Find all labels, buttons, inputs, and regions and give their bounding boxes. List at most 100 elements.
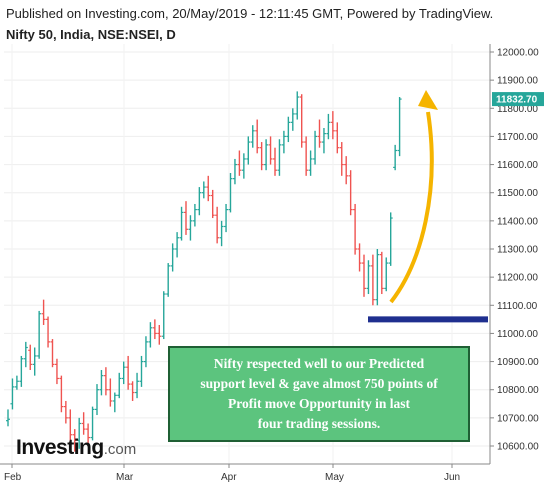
ohlc-bar xyxy=(215,206,220,244)
ohlc-bar xyxy=(201,181,206,199)
x-tick-label: Apr xyxy=(221,472,237,483)
ohlc-bar xyxy=(14,375,19,390)
ohlc-bar xyxy=(81,412,86,435)
ohlc-bar xyxy=(135,372,140,399)
ohlc-bar xyxy=(232,158,237,185)
ohlc-bar xyxy=(184,201,188,235)
ohlc-bar xyxy=(126,355,131,390)
ohlc-bar xyxy=(273,147,277,176)
ohlc-bar xyxy=(277,139,282,176)
chart-annotations: 11832.70 xyxy=(368,90,544,323)
ohlc-bar xyxy=(348,170,353,216)
chart-gridlines xyxy=(4,44,490,464)
ohlc-bar xyxy=(259,142,264,171)
ohlc-bar xyxy=(148,322,153,348)
ohlc-bar xyxy=(362,254,366,297)
ohlc-bar xyxy=(139,355,144,387)
y-tick-label: 11000.00 xyxy=(497,329,538,340)
last-price-tag xyxy=(492,92,544,107)
ohlc-bar xyxy=(117,372,122,399)
ohlc-bar xyxy=(304,136,309,176)
y-tick-label: 11400.00 xyxy=(497,216,538,227)
ohlc-bar xyxy=(95,384,99,416)
ohlc-bar xyxy=(46,316,51,348)
ohlc-bar xyxy=(6,409,10,427)
ohlc-bar xyxy=(255,119,260,154)
y-tick-label: 10900.00 xyxy=(497,357,539,368)
ohlc-bar xyxy=(175,232,180,258)
ohlc-bar xyxy=(170,243,175,272)
x-tick-label: Jun xyxy=(444,472,460,483)
ohlc-bar xyxy=(388,212,393,266)
annotation-line: Nifty respected well to our Predicted xyxy=(213,356,425,371)
y-tick-label: 10800.00 xyxy=(497,385,539,396)
ohlc-bar xyxy=(188,215,193,241)
ohlc-bar xyxy=(23,341,28,368)
annotation-line: Profit move Opportunity in last xyxy=(228,396,410,411)
ohlc-bar xyxy=(397,97,402,157)
y-tick-label: 11600.00 xyxy=(497,160,538,171)
y-tick-label: 11800.00 xyxy=(497,104,538,115)
ohlc-bar xyxy=(384,257,389,292)
ohlc-bar xyxy=(357,243,362,272)
ohlc-bar xyxy=(330,111,335,140)
ohlc-bar xyxy=(308,150,313,176)
y-tick-labels: 12000.00 11900.00 11800.00 11700.00 11600.00… xyxy=(490,48,539,453)
ohlc-bar xyxy=(99,370,104,396)
ohlc-bar xyxy=(321,127,326,154)
instrument-title: Nifty 50, India, NSE:NSEI, D xyxy=(6,27,176,42)
ohlc-bar xyxy=(166,263,171,297)
ohlc-bar xyxy=(54,358,59,385)
logo-suffix-text: .com xyxy=(103,441,137,458)
annotation-line: support level & gave almost 750 points o… xyxy=(200,376,438,391)
investing-logo: Investing.com xyxy=(16,436,136,460)
ohlc-bar xyxy=(353,203,358,255)
ohlc-bar xyxy=(41,299,46,325)
last-price-label: 11832.70 xyxy=(496,95,538,106)
ohlc-bar xyxy=(157,324,162,345)
ohlc-bar xyxy=(290,108,295,131)
ohlc-bar xyxy=(143,336,148,368)
logo-main-text: Investing xyxy=(16,436,104,459)
chart-axes xyxy=(0,44,491,465)
ohlc-bar xyxy=(264,139,269,171)
ohlc-bar xyxy=(246,136,251,165)
ohlc-bar xyxy=(313,130,318,165)
ohlc-bar xyxy=(152,319,157,340)
upward-arrow-shaft xyxy=(389,111,434,304)
ohlc-bar xyxy=(28,344,33,371)
ohlc-bar xyxy=(32,347,37,376)
ohlc-bar xyxy=(317,119,322,148)
y-tick-label: 11300.00 xyxy=(497,245,538,256)
ohlc-bar xyxy=(268,136,273,165)
ohlc-bar xyxy=(63,400,68,424)
y-tick-label: 12000.00 xyxy=(497,48,539,59)
ohlc-bar xyxy=(103,367,108,396)
ohlc-bar xyxy=(210,189,215,219)
ohlc-bar xyxy=(59,375,64,413)
ohlc-bar xyxy=(10,378,15,410)
ohlc-bar xyxy=(77,417,82,449)
x-tick-label: Mar xyxy=(116,472,134,483)
ohlc-bar xyxy=(192,203,197,227)
ohlc-bar xyxy=(224,203,229,233)
ohlc-bar xyxy=(326,113,331,140)
y-tick-label: 10700.00 xyxy=(497,413,539,424)
ohlc-bar xyxy=(241,153,246,179)
annotation-line: four trading sessions. xyxy=(257,416,381,431)
y-tick-label: 11700.00 xyxy=(497,132,538,143)
ohlc-bar xyxy=(86,423,91,446)
ohlc-bar xyxy=(295,91,300,120)
ohlc-bar xyxy=(250,125,255,148)
y-tick-label: 10600.00 xyxy=(497,442,539,453)
ohlc-bar xyxy=(161,291,166,340)
ohlc-bar xyxy=(219,220,224,247)
ohlc-bar xyxy=(37,310,42,359)
ohlc-bar xyxy=(108,378,113,407)
ohlc-bar xyxy=(393,144,398,171)
ohlc-bar xyxy=(335,122,340,154)
y-tick-label: 11100.00 xyxy=(497,301,538,312)
ohlc-bar xyxy=(299,94,304,148)
annotation-text: Nifty respected well to our Predicted su… xyxy=(194,354,443,434)
ohlc-bar xyxy=(286,116,291,143)
